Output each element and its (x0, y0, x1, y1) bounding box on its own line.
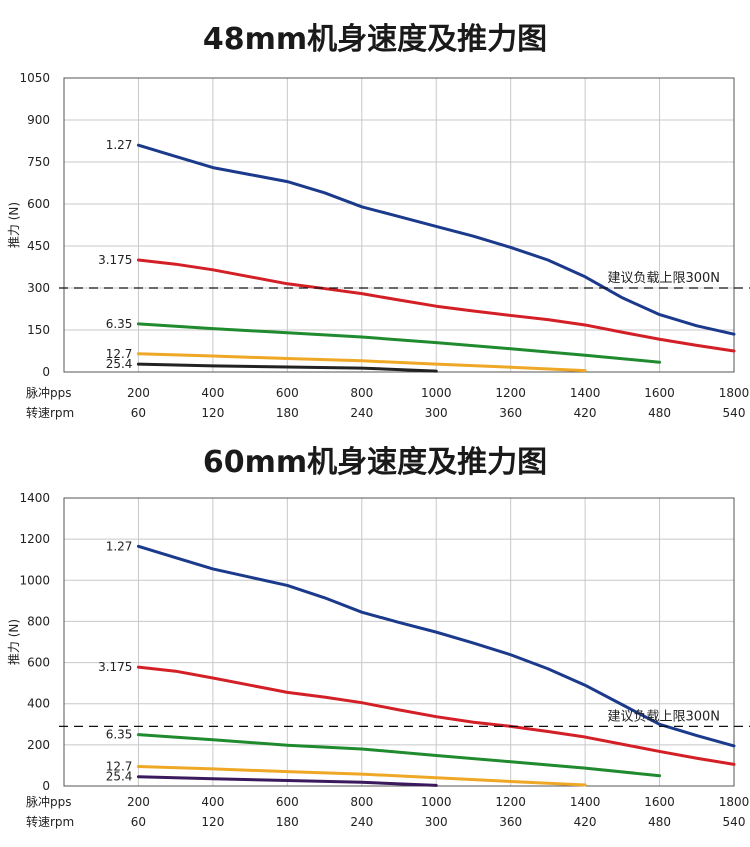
x-tick-label: 180 (276, 406, 299, 420)
series-line-25-4 (136, 362, 438, 373)
x-tick-label: 540 (723, 815, 746, 829)
x-tick-label: 1200 (495, 795, 526, 809)
y-tick-label: 450 (27, 239, 50, 253)
x-tick-label: 600 (276, 386, 299, 400)
series-label: 6.35 (106, 317, 133, 331)
y-axis-label: 推力 (N) (7, 619, 21, 665)
thrust-chart-48mm: 0 150 300 450 600 750 900 1050 推力 (N) 脉冲pps 200 400… (7, 71, 750, 420)
x-row-label: 脉冲pps (26, 385, 72, 400)
x-tick-label: 1800 (719, 386, 750, 400)
x-tick-label: 200 (127, 386, 150, 400)
plot-frame (63, 77, 735, 373)
chart-title: 60mm机身速度及推力图 (202, 445, 548, 480)
x-row-label: 转速rpm (26, 405, 74, 420)
series-label: 3.175 (98, 660, 132, 674)
y-tick-label: 0 (42, 365, 50, 379)
x-tick-label: 1600 (644, 386, 675, 400)
y-tick-label: 0 (42, 779, 50, 793)
x-tick-label: 360 (499, 815, 522, 829)
y-tick-label: 750 (27, 155, 50, 169)
y-tick-label: 1050 (19, 71, 50, 85)
y-tick-label: 1400 (19, 491, 50, 505)
load-limit-label: 建议负载上限300N (607, 709, 720, 724)
x-tick-label: 60 (131, 406, 146, 420)
x-tick-label: 300 (425, 815, 448, 829)
x-tick-label: 1600 (644, 795, 675, 809)
x-tick-label: 1400 (570, 386, 601, 400)
x-tick-label: 180 (276, 815, 299, 829)
series-line-6-35 (136, 322, 662, 364)
series-label: 12.7 (106, 347, 133, 361)
x-tick-label: 480 (648, 815, 671, 829)
series-label: 12.7 (106, 759, 133, 773)
series-label: 1.27 (106, 138, 133, 152)
y-tick-label: 800 (27, 614, 50, 628)
series-line-1-27 (136, 544, 736, 748)
x-tick-label: 1000 (421, 386, 452, 400)
x-tick-label: 240 (350, 815, 373, 829)
x-tick-label: 1200 (495, 386, 526, 400)
y-tick-label: 600 (27, 656, 50, 670)
series-label: 25.4 (106, 770, 133, 784)
x-tick-label: 200 (127, 795, 150, 809)
x-tick-label: 600 (276, 795, 299, 809)
x-tick-label: 60 (131, 815, 146, 829)
x-tick-label: 420 (574, 406, 597, 420)
series-line-3-175 (136, 665, 736, 766)
series-label: 6.35 (106, 728, 133, 742)
x-tick-label: 360 (499, 406, 522, 420)
y-tick-label: 200 (27, 738, 50, 752)
y-tick-label: 300 (27, 281, 50, 295)
x-tick-label: 400 (201, 795, 224, 809)
series-label: 1.27 (106, 539, 133, 553)
x-tick-label: 420 (574, 815, 597, 829)
series-label: 25.4 (106, 357, 133, 371)
x-tick-label: 120 (201, 406, 224, 420)
x-tick-label: 540 (723, 406, 746, 420)
x-tick-label: 400 (201, 386, 224, 400)
y-axis-label: 推力 (N) (7, 202, 21, 248)
x-row-label: 转速rpm (26, 814, 74, 829)
chart-title: 48mm机身速度及推力图 (202, 22, 548, 57)
y-tick-label: 1000 (19, 573, 50, 587)
y-tick-label: 600 (27, 197, 50, 211)
x-tick-label: 240 (350, 406, 373, 420)
series-line-3-175 (136, 258, 736, 353)
series-line-12-7 (136, 764, 587, 787)
x-tick-label: 1000 (421, 795, 452, 809)
y-tick-label: 150 (27, 323, 50, 337)
series-line-12-7 (136, 352, 587, 373)
y-tick-label: 400 (27, 697, 50, 711)
x-tick-label: 800 (350, 795, 373, 809)
y-tick-label: 900 (27, 113, 50, 127)
plot-frame (63, 497, 735, 787)
x-tick-label: 1800 (719, 795, 750, 809)
x-tick-label: 480 (648, 406, 671, 420)
series-line-6-35 (136, 733, 662, 778)
x-row-label: 脉冲pps (26, 794, 72, 809)
thrust-chart-60mm: 0 200 400 600 800 1000 1200 1400 推力 (N) 脉冲pps 200 4… (7, 491, 750, 829)
load-limit-label: 建议负载上限300N (607, 271, 720, 286)
series-line-1-27 (136, 143, 736, 336)
y-tick-label: 1200 (19, 532, 50, 546)
x-tick-label: 1400 (570, 795, 601, 809)
x-tick-label: 300 (425, 406, 448, 420)
x-tick-label: 800 (350, 386, 373, 400)
x-tick-label: 120 (201, 815, 224, 829)
series-label: 3.175 (98, 253, 132, 267)
series-line-25-4 (136, 775, 438, 787)
